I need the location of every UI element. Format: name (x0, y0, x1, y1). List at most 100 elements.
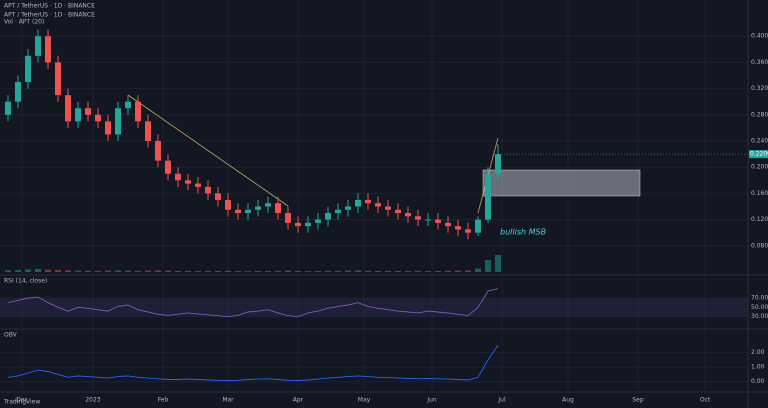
volume-bar (435, 270, 441, 272)
last-price-tag (749, 150, 768, 159)
x-tick-label: Mar (222, 397, 234, 404)
candle-body (145, 121, 151, 141)
volume-bar (95, 270, 101, 272)
volume-bar (375, 270, 381, 272)
candle-body (165, 160, 171, 174)
candle-body (455, 226, 461, 230)
y-tick-label: 30.00 (751, 313, 768, 320)
volume-bar (445, 270, 451, 272)
candle-body (435, 219, 441, 223)
candle-body (205, 186, 211, 194)
candle-body (35, 36, 41, 56)
indicator-line (7, 288, 499, 318)
candle-body (185, 180, 191, 184)
candle-body (75, 108, 81, 122)
volume-bar (25, 269, 31, 272)
candle-body (55, 62, 61, 96)
rsi-title: RSI (14, close) (4, 278, 47, 285)
y-tick-label: 70.00 (751, 295, 768, 302)
volume-bar (335, 270, 341, 272)
candle-body (405, 213, 411, 217)
candle-body (85, 108, 91, 115)
volume-bar (295, 270, 301, 272)
volume-bar (255, 270, 261, 272)
candle-body (325, 213, 331, 220)
volume-bar (185, 270, 191, 272)
candle-body (415, 216, 421, 220)
volume-bar (55, 269, 61, 272)
volume-bar (65, 270, 71, 272)
candle-body (225, 199, 231, 210)
candle-body (355, 199, 361, 207)
volume-bar (455, 270, 461, 272)
volume-bar (425, 270, 431, 272)
volume-bar (385, 270, 391, 272)
y-tick-label: 0.00 (751, 378, 765, 385)
volume-bar (135, 270, 141, 272)
annotation: bullish MSB (500, 228, 546, 237)
volume-bar (215, 270, 221, 272)
candle-body (5, 101, 11, 115)
volume-bar (205, 270, 211, 272)
volume-bar (35, 268, 41, 272)
candle-body (365, 199, 371, 204)
candle-body (345, 206, 351, 210)
candle-body (135, 101, 141, 122)
volume-bar (145, 270, 151, 272)
candle-body (105, 121, 111, 135)
candle-body (335, 209, 341, 214)
candle-body (385, 206, 391, 210)
last-price-label: 0.2200 (750, 151, 768, 158)
candle-body (65, 95, 71, 122)
volume-label: Vol · APT (20) (4, 19, 44, 26)
x-tick-label: Jul (497, 397, 506, 404)
volume-bar (195, 271, 201, 272)
candle-body (305, 222, 311, 227)
candle-body (155, 141, 161, 161)
x-tick-label: 2023 (85, 397, 100, 404)
volume-bar (495, 255, 501, 272)
candle-body (485, 173, 491, 220)
candle-body (235, 209, 241, 214)
candle-body (25, 55, 31, 83)
volume-bar (75, 270, 81, 272)
x-tick-label: Apr (293, 397, 304, 404)
candle-body (265, 203, 271, 207)
candle-body (495, 154, 501, 174)
volume-bar (285, 270, 291, 272)
volume-bar (165, 270, 171, 272)
volume-bar (245, 271, 251, 272)
candle-body (275, 203, 281, 214)
volume-bar (225, 270, 231, 272)
candle-body (95, 114, 101, 122)
candle-body (245, 209, 251, 214)
indicator-line (7, 345, 499, 381)
candle-body (425, 219, 431, 221)
candle-body (395, 209, 401, 214)
y-tick-label: 50.00 (751, 304, 768, 311)
volume-bar (275, 270, 281, 272)
candle-body (465, 229, 471, 233)
candle-body (375, 203, 381, 207)
x-tick-label: May (358, 397, 371, 404)
volume-bar (265, 270, 271, 272)
logo: TradingView (3, 399, 40, 406)
x-tick-label: Dec (16, 397, 28, 404)
volume-bar (85, 270, 91, 272)
volume-bar (475, 268, 481, 272)
candle-body (125, 101, 131, 109)
volume-bar (235, 271, 241, 272)
candle-body (175, 173, 181, 181)
volume-bar (405, 270, 411, 272)
candle-body (15, 82, 21, 102)
volume-bar (45, 269, 51, 272)
